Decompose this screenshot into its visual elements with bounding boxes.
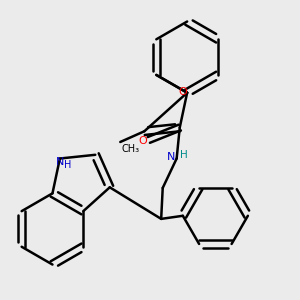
Text: CH₃: CH₃ [122, 145, 140, 154]
Text: H: H [180, 150, 187, 161]
Text: O: O [178, 87, 187, 97]
Text: H: H [64, 160, 72, 170]
Text: O: O [139, 136, 148, 146]
Text: N: N [56, 157, 64, 167]
Text: N: N [167, 152, 175, 162]
